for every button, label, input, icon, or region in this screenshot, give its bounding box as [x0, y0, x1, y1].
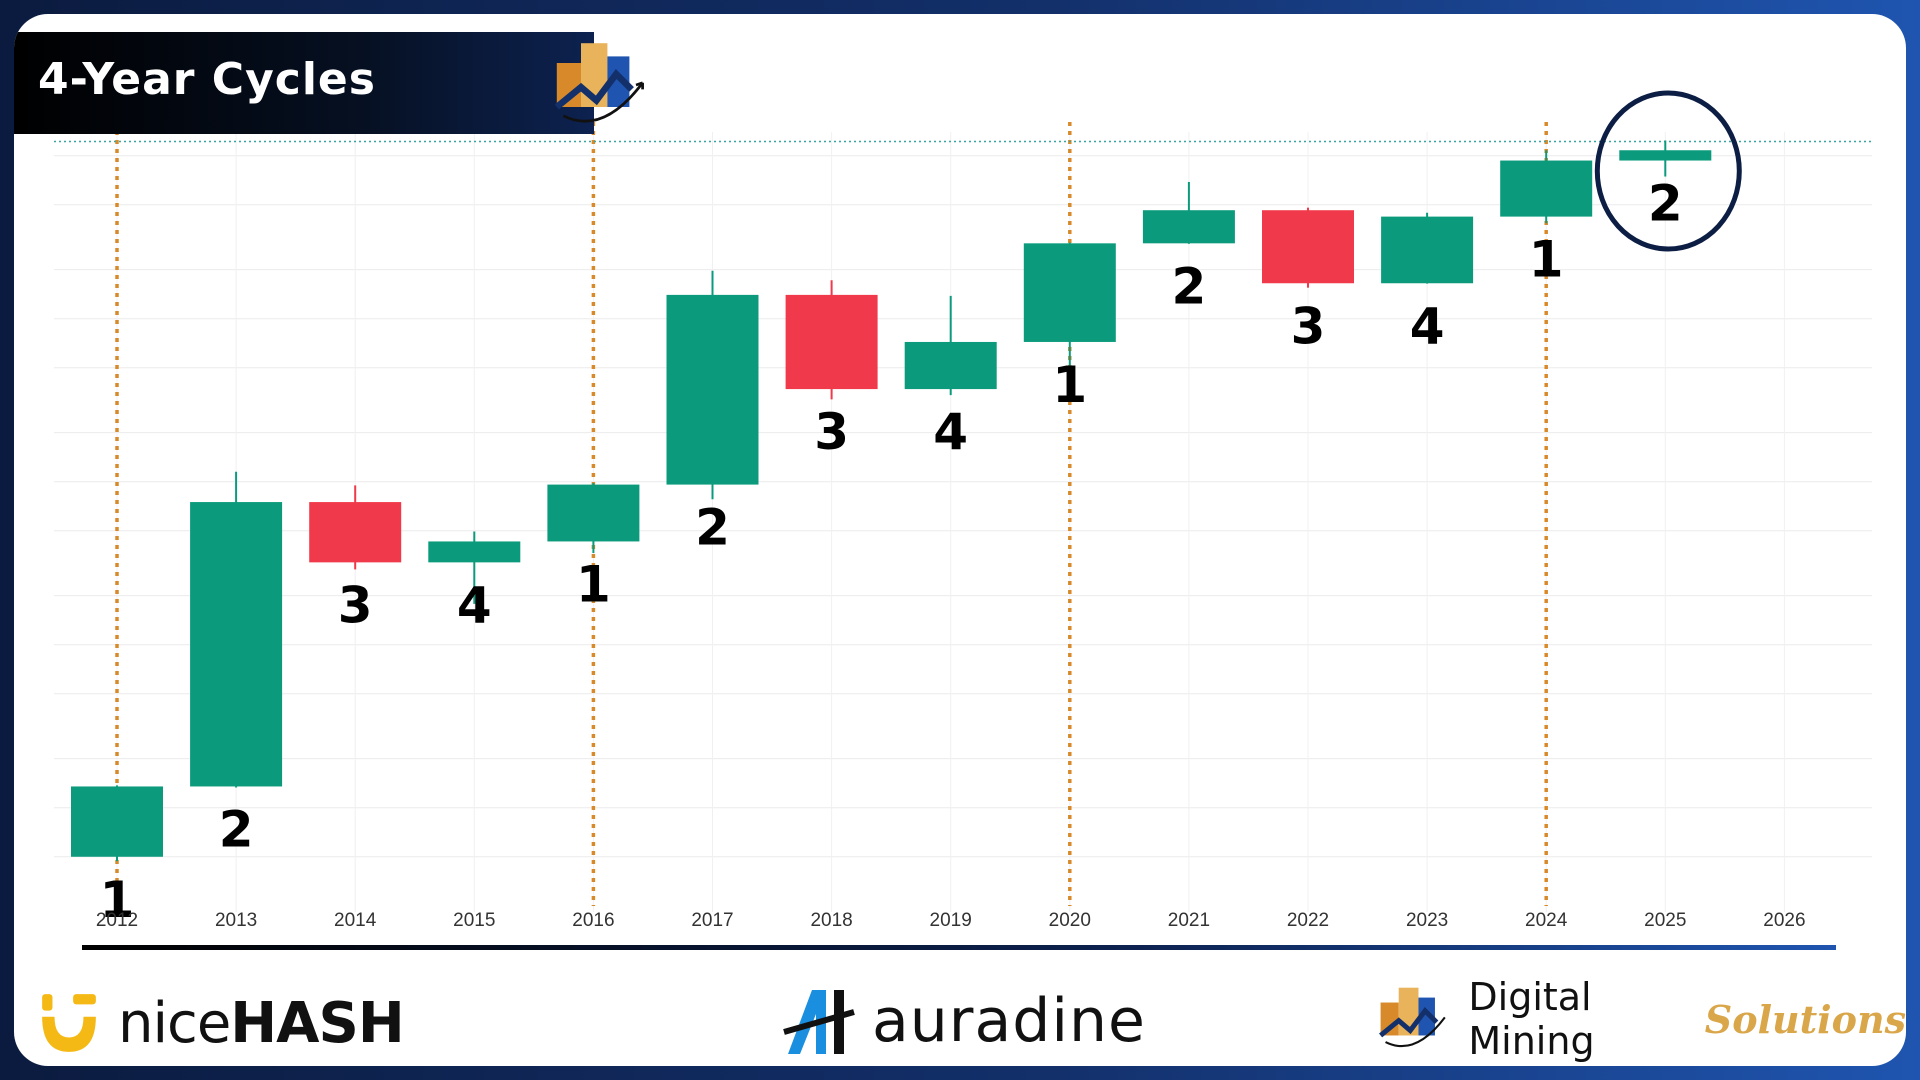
highlight-layer — [1594, 90, 1742, 252]
x-tick-label-2026: 2026 — [1763, 910, 1805, 931]
cycle-label-2021: 2 — [1172, 257, 1207, 315]
candle-2021 — [1142, 181, 1235, 244]
x-axis-ticks-layer: 2012 2013 2014 2015 2016 2017 2018 2019 2020 2021… — [96, 910, 1806, 931]
x-tick-label-2020: 2020 — [1049, 910, 1091, 931]
candle-body-2017 — [666, 294, 759, 485]
cycle-label-2025: 2 — [1648, 175, 1683, 233]
x-tick-label-2012: 2012 — [96, 910, 138, 931]
candle-2014 — [309, 485, 402, 570]
page-title: 4-Year Cycles — [38, 54, 376, 105]
x-tick-label-2017: 2017 — [691, 910, 733, 931]
x-tick-label-2019: 2019 — [930, 910, 972, 931]
x-tick-label-2021: 2021 — [1168, 910, 1210, 931]
candle-2016 — [547, 483, 640, 554]
candle-2025 — [1619, 140, 1712, 177]
cycle-label-2014: 3 — [338, 576, 373, 634]
candle-2023 — [1381, 212, 1474, 284]
candle-2022 — [1262, 207, 1354, 288]
cycle-label-2022: 3 — [1291, 297, 1326, 355]
candle-2015 — [428, 531, 521, 604]
candle-body-2015 — [428, 541, 521, 563]
dms-wordmark-part1: Digital Mining — [1468, 975, 1595, 1063]
x-tick-label-2015: 2015 — [453, 910, 495, 931]
title-bar: 4-Year Cycles — [14, 32, 594, 134]
candle-2013 — [190, 471, 283, 788]
x-tick-label-2023: 2023 — [1406, 910, 1448, 931]
candle-body-2021 — [1142, 210, 1235, 244]
cycle-label-2016: 1 — [576, 555, 611, 613]
candle-body-2019 — [904, 341, 997, 390]
candle-2017 — [666, 270, 759, 500]
highlight-circle-2025 — [1594, 90, 1742, 252]
candle-2012 — [71, 785, 163, 862]
candle-body-2023 — [1381, 216, 1474, 284]
cycle-label-2013: 2 — [219, 800, 254, 858]
cycle-label-2018: 3 — [814, 403, 849, 461]
candle-body-2018 — [785, 294, 878, 390]
dms-brand: Digital Mining Solutions — [1374, 964, 1906, 1066]
candle-body-2022 — [1262, 210, 1354, 284]
x-tick-label-2024: 2024 — [1525, 910, 1568, 931]
nicehash-wordmark: niceHASH — [118, 990, 405, 1056]
candle-2020 — [1023, 242, 1116, 387]
x-tick-label-2018: 2018 — [810, 910, 852, 931]
candle-2024 — [1500, 150, 1593, 224]
cycle-label-2020: 1 — [1052, 356, 1087, 414]
candle-body-2013 — [190, 502, 283, 787]
dms-footer-logo-icon — [1379, 987, 1446, 1047]
cycle-label-2024: 1 — [1529, 231, 1564, 289]
candle-2019 — [904, 295, 997, 396]
nicehash-brand: niceHASH — [38, 978, 405, 1066]
footer-divider — [82, 945, 1836, 950]
cycle-label-2019: 4 — [933, 403, 968, 461]
dms-logo-icon — [554, 43, 644, 123]
candle-body-2020 — [1023, 243, 1116, 342]
cycle-label-2015: 4 — [457, 576, 492, 634]
dms-wordmark-part2: Solutions — [1704, 996, 1906, 1042]
auradine-logo-icon — [783, 990, 855, 1054]
auradine-brand: auradine — [782, 976, 1146, 1066]
cycle-labels-layer: 1 2 3 4 1 2 3 4 1 2 3 4 1 2 — [100, 175, 1683, 929]
candle-2018 — [785, 280, 878, 400]
cycle-label-2017: 2 — [695, 499, 730, 557]
x-tick-label-2013: 2013 — [215, 910, 257, 931]
candle-body-2025 — [1619, 150, 1712, 161]
x-tick-label-2025: 2025 — [1644, 910, 1686, 931]
x-tick-label-2014: 2014 — [334, 910, 377, 931]
x-tick-label-2016: 2016 — [572, 910, 614, 931]
candle-body-2014 — [309, 502, 402, 563]
candles-layer — [71, 140, 1712, 862]
candle-body-2012 — [71, 786, 163, 857]
candle-body-2024 — [1500, 160, 1593, 217]
cycle-label-2023: 4 — [1410, 297, 1445, 355]
nicehash-logo-icon — [42, 994, 96, 1052]
cycle-label-2012: 1 — [100, 871, 135, 929]
auradine-wordmark: auradine — [872, 986, 1146, 1056]
x-tick-label-2022: 2022 — [1287, 910, 1329, 931]
candle-body-2016 — [547, 484, 640, 542]
